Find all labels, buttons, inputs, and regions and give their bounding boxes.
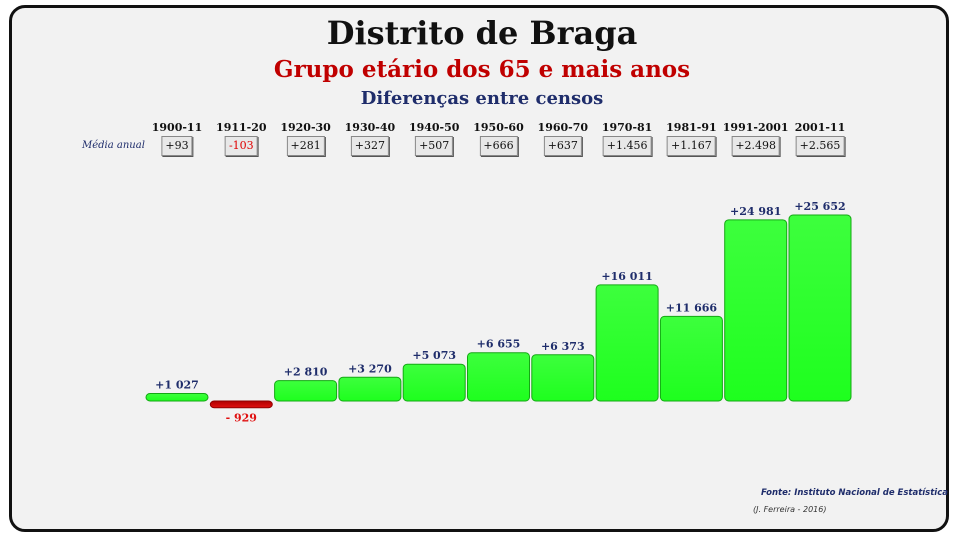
annual-average-value: +93: [161, 136, 193, 156]
annual-average-value: -103: [224, 136, 258, 156]
bar-value-label: +3 270: [348, 362, 392, 375]
annual-average-value: +666: [479, 136, 518, 156]
source-note: Fonte: Instituto Nacional de Estatística: [760, 488, 948, 498]
bar-1981-91: [659, 315, 723, 402]
period-label: 1981-91: [666, 121, 717, 134]
annual-average-value: +281: [286, 136, 325, 156]
bar-1991-2001: [724, 219, 788, 402]
bar-1950-60: [467, 352, 530, 402]
period-label: 1920-30: [280, 121, 331, 134]
bar-1930-40: [338, 376, 402, 402]
period-label: 1970-81: [601, 121, 653, 134]
bar-2001-11: [788, 214, 852, 402]
bar-value-label: +24 981: [730, 205, 781, 218]
bar-1920-30: [274, 380, 338, 402]
bar-1900-11: [145, 393, 209, 402]
bar-value-label: +25 652: [794, 200, 845, 213]
annual-average-value: +2.498: [731, 136, 781, 156]
bar-1970-81: [595, 284, 659, 402]
bar-value-label: +2 810: [284, 366, 328, 379]
bar-value-label: +5 073: [412, 349, 456, 362]
bar-1940-50: [402, 363, 466, 402]
period-label: 1950-60: [473, 121, 524, 134]
chart-subsubtitle: Diferenças entre censos: [360, 88, 604, 109]
annual-average-label: Média anual: [82, 140, 145, 151]
annual-average-value: +507: [415, 136, 454, 156]
bar-value-label: +6 655: [477, 338, 521, 351]
page-title: Distrito de Braga: [326, 14, 638, 52]
bar-value-label: +6 373: [541, 340, 585, 353]
chart-subtitle: Grupo etário dos 65 e mais anos: [273, 56, 691, 83]
period-label: 1940-50: [408, 121, 460, 134]
bar-1960-70: [531, 354, 595, 402]
period-label: 1960-70: [537, 121, 589, 134]
annual-average-value: +637: [543, 136, 582, 156]
bar-value-label: +11 666: [666, 301, 718, 314]
annual-average-value: +2.565: [795, 136, 845, 156]
bar-value-label: +1 027: [155, 379, 199, 392]
bar-1911-20: [209, 400, 273, 409]
bar-value-label: +16 011: [601, 270, 652, 283]
period-label: 2001-11: [794, 121, 846, 134]
annual-average-value: +1.167: [667, 136, 716, 156]
author-note: (J. Ferreira - 2016): [753, 505, 827, 514]
period-label: 1991-2001: [722, 121, 789, 134]
annual-average-value: +327: [350, 136, 389, 156]
period-label: 1930-40: [344, 121, 396, 134]
annual-average-value: +1.456: [602, 136, 652, 156]
period-label: 1911-20: [216, 121, 267, 134]
bar-value-label: - 929: [226, 412, 257, 425]
period-label: 1900-11: [151, 121, 203, 134]
